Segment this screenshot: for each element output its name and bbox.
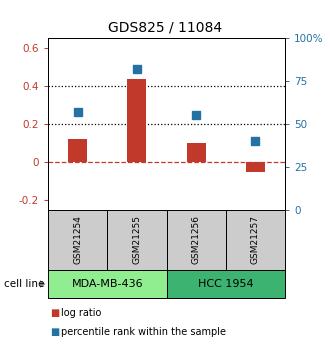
Text: log ratio: log ratio xyxy=(61,308,101,318)
Bar xyxy=(68,139,87,162)
Text: percentile rank within the sample: percentile rank within the sample xyxy=(61,327,226,337)
Bar xyxy=(246,162,265,172)
Text: GSM21257: GSM21257 xyxy=(251,216,260,265)
Text: GDS825 / 11084: GDS825 / 11084 xyxy=(108,21,222,34)
Text: cell line: cell line xyxy=(4,279,44,289)
Bar xyxy=(127,79,146,162)
Text: ■: ■ xyxy=(50,327,59,337)
Text: GSM21255: GSM21255 xyxy=(132,216,141,265)
Text: GSM21254: GSM21254 xyxy=(73,216,82,264)
Text: HCC 1954: HCC 1954 xyxy=(198,279,253,289)
Text: GSM21256: GSM21256 xyxy=(192,216,201,265)
Text: MDA-MB-436: MDA-MB-436 xyxy=(71,279,143,289)
Text: ■: ■ xyxy=(50,308,59,318)
Bar xyxy=(187,143,206,162)
